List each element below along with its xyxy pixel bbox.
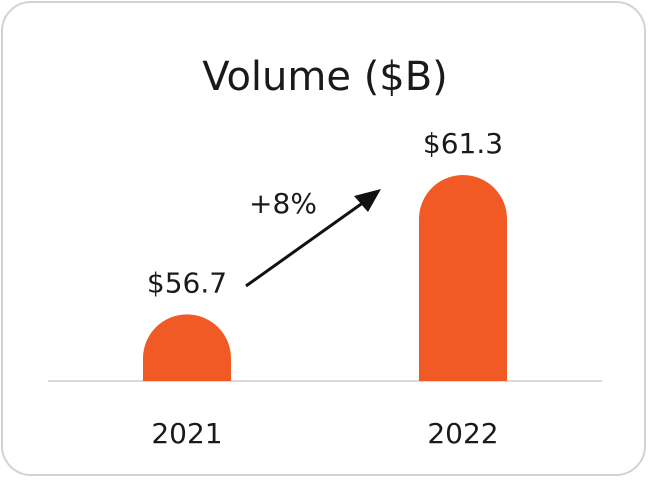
category-label-2022: 2022	[427, 417, 498, 450]
growth-arrow-line	[245, 200, 365, 288]
growth-label: +8%	[249, 187, 317, 220]
value-label-2022: $61.3	[423, 127, 503, 160]
bar-2021	[143, 314, 231, 381]
category-label-2021: 2021	[151, 417, 222, 450]
bars-group: $56.7 2021 $61.3 2022	[143, 127, 507, 450]
growth-annotation: +8%	[245, 187, 381, 288]
chart-title: Volume ($B)	[202, 54, 448, 100]
growth-arrow-head	[354, 189, 381, 212]
value-label-2021: $56.7	[147, 266, 227, 299]
bar-2022	[419, 175, 507, 381]
